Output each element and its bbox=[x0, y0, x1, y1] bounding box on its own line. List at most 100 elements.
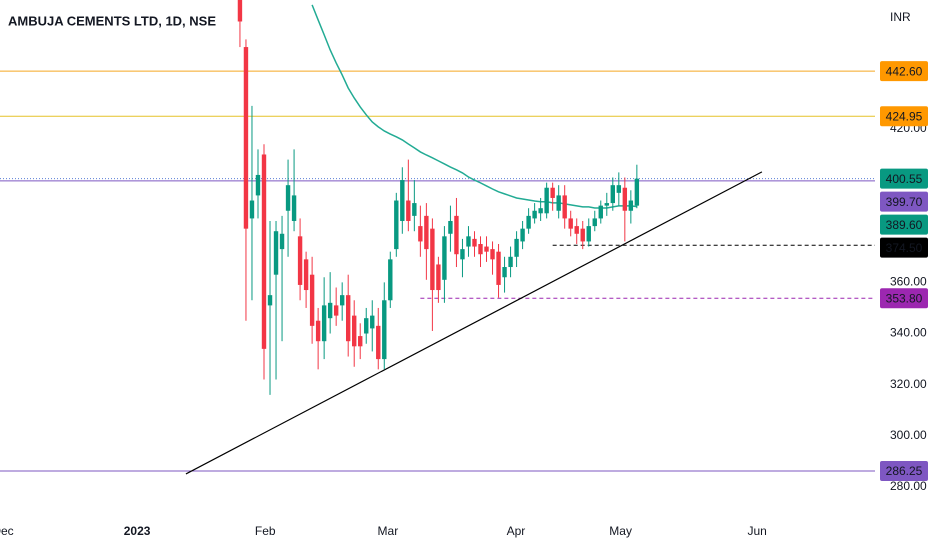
price-label: 442.60 bbox=[886, 64, 923, 78]
candle-body bbox=[580, 228, 585, 242]
candle-body bbox=[442, 236, 447, 280]
x-tick-label: Dec bbox=[0, 524, 14, 538]
x-tick-label: May bbox=[609, 524, 632, 538]
y-tick-label: 280.00 bbox=[890, 479, 927, 493]
candle-body bbox=[418, 226, 423, 242]
price-label: 286.25 bbox=[886, 464, 923, 478]
price-label-box bbox=[880, 106, 928, 127]
candle-body bbox=[237, 0, 243, 22]
currency: INR bbox=[890, 10, 911, 24]
y-tick-label: 360.00 bbox=[890, 275, 927, 289]
candle-body bbox=[315, 320, 321, 342]
candle-body bbox=[496, 251, 501, 285]
candle-body bbox=[508, 256, 513, 268]
x-tick-label: Jun bbox=[747, 524, 766, 538]
candle-body bbox=[586, 226, 591, 242]
candle-body bbox=[364, 318, 369, 334]
candle-body bbox=[634, 178, 640, 206]
price-label-box bbox=[880, 288, 928, 309]
candle-body bbox=[243, 47, 249, 229]
candle-body bbox=[267, 295, 273, 306]
candle-body bbox=[303, 259, 309, 291]
plot-area bbox=[0, 0, 875, 475]
candle-body bbox=[412, 203, 417, 216]
price-label: 400.55 bbox=[886, 172, 923, 186]
candle-body bbox=[321, 305, 327, 342]
candle-body bbox=[628, 200, 634, 211]
candle-body bbox=[574, 226, 579, 234]
price-label-box bbox=[880, 168, 928, 189]
candle-body bbox=[454, 215, 459, 255]
candle-body bbox=[297, 236, 303, 285]
candle-body bbox=[309, 274, 315, 326]
candle-body bbox=[604, 203, 609, 206]
candle-body bbox=[556, 195, 561, 211]
candle-body bbox=[610, 185, 616, 204]
price-label-box bbox=[880, 237, 928, 258]
x-tick-label: 2023 bbox=[124, 524, 151, 538]
candle-body bbox=[388, 259, 393, 301]
candle-body bbox=[285, 185, 291, 211]
candle-body bbox=[532, 210, 537, 219]
candle-body bbox=[352, 315, 357, 347]
candle-body bbox=[616, 185, 622, 193]
candle-body bbox=[538, 208, 543, 214]
price-label: 424.95 bbox=[886, 109, 923, 123]
candle-body bbox=[490, 249, 495, 260]
price-label: 399.70 bbox=[886, 195, 923, 209]
price-label-box bbox=[880, 460, 928, 481]
candle-body bbox=[382, 300, 387, 360]
candle-body bbox=[358, 336, 363, 347]
candle-body bbox=[261, 154, 267, 349]
price-label: 374.50 bbox=[886, 241, 923, 255]
candle-body bbox=[592, 218, 597, 227]
chart-title: AMBUJA CEMENTS LTD, 1D, NSE bbox=[8, 13, 216, 28]
candle-body bbox=[400, 180, 405, 221]
candle-body bbox=[460, 249, 465, 260]
candle-body bbox=[424, 215, 429, 250]
candle-body bbox=[562, 195, 567, 219]
candle-body bbox=[502, 267, 507, 278]
candle-body bbox=[327, 302, 333, 319]
candle-body bbox=[394, 200, 399, 250]
candle-body bbox=[255, 174, 261, 196]
price-label: 353.80 bbox=[886, 291, 923, 305]
y-tick-label: 340.00 bbox=[890, 326, 927, 340]
trendline bbox=[185, 171, 763, 475]
candle-body bbox=[514, 238, 519, 257]
candle-body bbox=[568, 218, 573, 229]
candle-body bbox=[430, 228, 435, 291]
candle-body bbox=[345, 295, 351, 342]
candle-body bbox=[472, 238, 477, 247]
candle-body bbox=[544, 187, 549, 214]
price-label-box bbox=[880, 214, 928, 235]
candle-body bbox=[249, 200, 255, 219]
moving-average bbox=[311, 4, 637, 209]
candle-body bbox=[448, 220, 453, 234]
price-label-box bbox=[880, 61, 928, 82]
candle-body bbox=[273, 231, 279, 275]
candle-body bbox=[520, 228, 525, 242]
candle-body bbox=[622, 187, 628, 211]
candle-body bbox=[550, 187, 555, 198]
candle-body bbox=[376, 325, 381, 360]
candle-body bbox=[333, 305, 339, 316]
candle-body bbox=[598, 205, 603, 219]
candle-body bbox=[466, 236, 471, 247]
candle-body bbox=[279, 233, 285, 250]
y-tick-label: 300.00 bbox=[890, 428, 927, 442]
candle-body bbox=[484, 246, 489, 252]
candle-body bbox=[478, 244, 483, 255]
x-tick-label: Mar bbox=[378, 524, 399, 538]
candle-body bbox=[406, 200, 411, 221]
axes: 280.00300.00320.00340.00360.00420.00Dec2… bbox=[0, 61, 928, 538]
candle-body bbox=[526, 215, 531, 229]
candle-body bbox=[291, 195, 297, 221]
x-tick-label: Apr bbox=[507, 524, 526, 538]
price-label-box bbox=[880, 191, 928, 212]
candle-body bbox=[339, 295, 345, 306]
price-label: 389.60 bbox=[886, 218, 923, 232]
x-tick-label: Feb bbox=[255, 524, 276, 538]
candle-body bbox=[436, 264, 441, 291]
